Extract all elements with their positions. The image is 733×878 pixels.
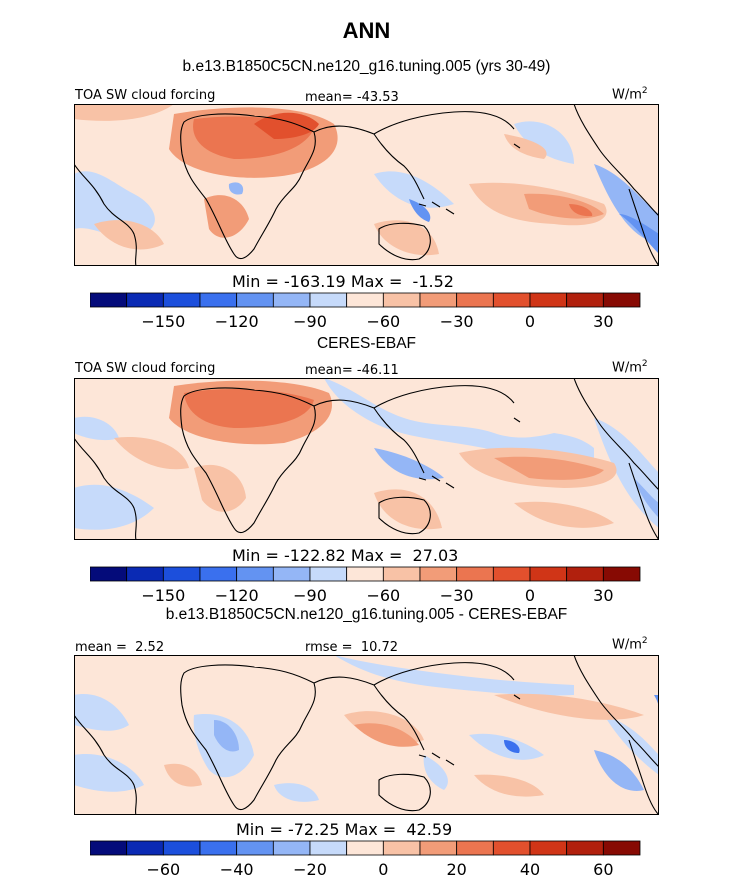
colorbar-swatch [566,840,604,856]
colorbar-diff: −60 −40 −20 0 20 40 60 [90,840,641,878]
colorbar-tick-label: −120 [215,312,259,331]
colorbar-swatch [162,566,201,582]
colorbar-swatch [492,566,531,582]
colorbar-swatch [602,292,641,308]
main-title: ANN [342,18,391,43]
colorbar-tick-label: 40 [520,860,540,878]
colorbar-swatch [236,566,274,582]
colorbar-swatch [456,292,494,308]
colorbar-swatch [126,566,164,582]
colorbar-swatch [162,840,201,856]
colorbar-swatch [236,840,274,856]
colorbar-swatch [272,292,311,308]
colorbar-tick-label: −120 [215,586,259,605]
colorbar-swatch [492,840,531,856]
minmax-label-diff: Min = -72.25 Max = 42.59 [236,820,453,839]
colorbar-tick-label: −30 [440,586,474,605]
colorbar-swatch [419,840,458,856]
field-label-model: TOA SW cloud forcing [75,88,216,103]
colorbar-swatch [382,292,421,308]
colorbar-swatch [126,840,164,856]
colorbar-tick-label: 0 [525,586,535,605]
colorbar-swatch [346,840,384,856]
colorbar-swatch [272,566,311,582]
units-label-model: W/m2 [612,86,648,103]
colorbar-swatch [90,292,128,308]
colorbar-tick-label: −40 [220,860,254,878]
minmax-label-model: Min = -163.19 Max = -1.52 [232,272,454,291]
colorbar-swatch [199,840,238,856]
colorbar-swatch [199,566,238,582]
colorbar-tick-label: 0 [525,312,535,331]
colorbar-tick-label: 30 [593,312,613,331]
colorbar-swatch [309,566,348,582]
rmse-label-diff: rmse = 10.72 [305,640,399,655]
colorbar-swatch [602,840,641,856]
map-diff [74,655,659,815]
colorbar-swatch [346,566,384,582]
colorbar-swatch [419,292,458,308]
panel-title-obs: CERES-EBAF [316,335,417,352]
colorbar-tick-label: −90 [293,586,327,605]
colorbar-model: −150 −120 −90 −60 −30 0 30 [90,292,641,331]
colorbar-swatch [566,292,604,308]
colorbar-swatch [346,292,384,308]
colorbar-swatch [309,840,348,856]
colorbar-swatch [162,292,201,308]
colorbar-swatch [272,840,311,856]
colorbar-swatch [382,566,421,582]
colorbar-swatch [126,292,164,308]
mean-label-diff: mean = 2.52 [75,640,165,655]
colorbar-swatch [492,292,531,308]
panel-title-diff: b.e13.B1850C5CN.ne120_g16.tuning.005 - C… [165,606,568,623]
mean-label-model: mean= -43.53 [305,90,399,105]
colorbar-tick-label: −60 [146,860,180,878]
colorbar-swatch [419,566,458,582]
colorbar-tick-label: −90 [293,312,327,331]
colorbar-swatch [382,840,421,856]
mean-label-obs: mean= -46.11 [305,363,399,378]
colorbar-tick-label: −150 [141,312,185,331]
colorbar-swatch [529,840,568,856]
colorbar-swatch [90,840,128,856]
colorbar-tick-label: 0 [378,860,388,878]
colorbar-tick-label: 30 [593,586,613,605]
colorbar-swatch [309,292,348,308]
colorbar-tick-label: −30 [440,312,474,331]
colorbar-swatch [236,292,274,308]
units-label-diff: W/m2 [612,636,648,653]
panel-title-model: b.e13.B1850C5CN.ne120_g16.tuning.005 (yr… [182,58,551,75]
map-model [74,104,659,266]
colorbar-swatch [529,566,568,582]
colorbar-tick-label: −20 [293,860,327,878]
colorbar-swatch [199,292,238,308]
colorbar-swatch [602,566,641,582]
field-label-obs: TOA SW cloud forcing [75,361,216,376]
units-label-obs: W/m2 [612,359,648,376]
colorbar-obs: −150 −120 −90 −60 −30 0 30 [90,566,641,605]
colorbar-swatch [90,566,128,582]
colorbar-tick-label: −150 [141,586,185,605]
colorbar-tick-label: 20 [446,860,466,878]
colorbar-tick-label: −60 [366,312,400,331]
colorbar-swatch [566,566,604,582]
map-obs [74,378,659,540]
colorbar-swatch [456,840,494,856]
colorbar-swatch [529,292,568,308]
minmax-label-obs: Min = -122.82 Max = 27.03 [232,546,459,565]
colorbar-tick-label: 60 [593,860,613,878]
colorbar-swatch [456,566,494,582]
colorbar-tick-label: −60 [366,586,400,605]
